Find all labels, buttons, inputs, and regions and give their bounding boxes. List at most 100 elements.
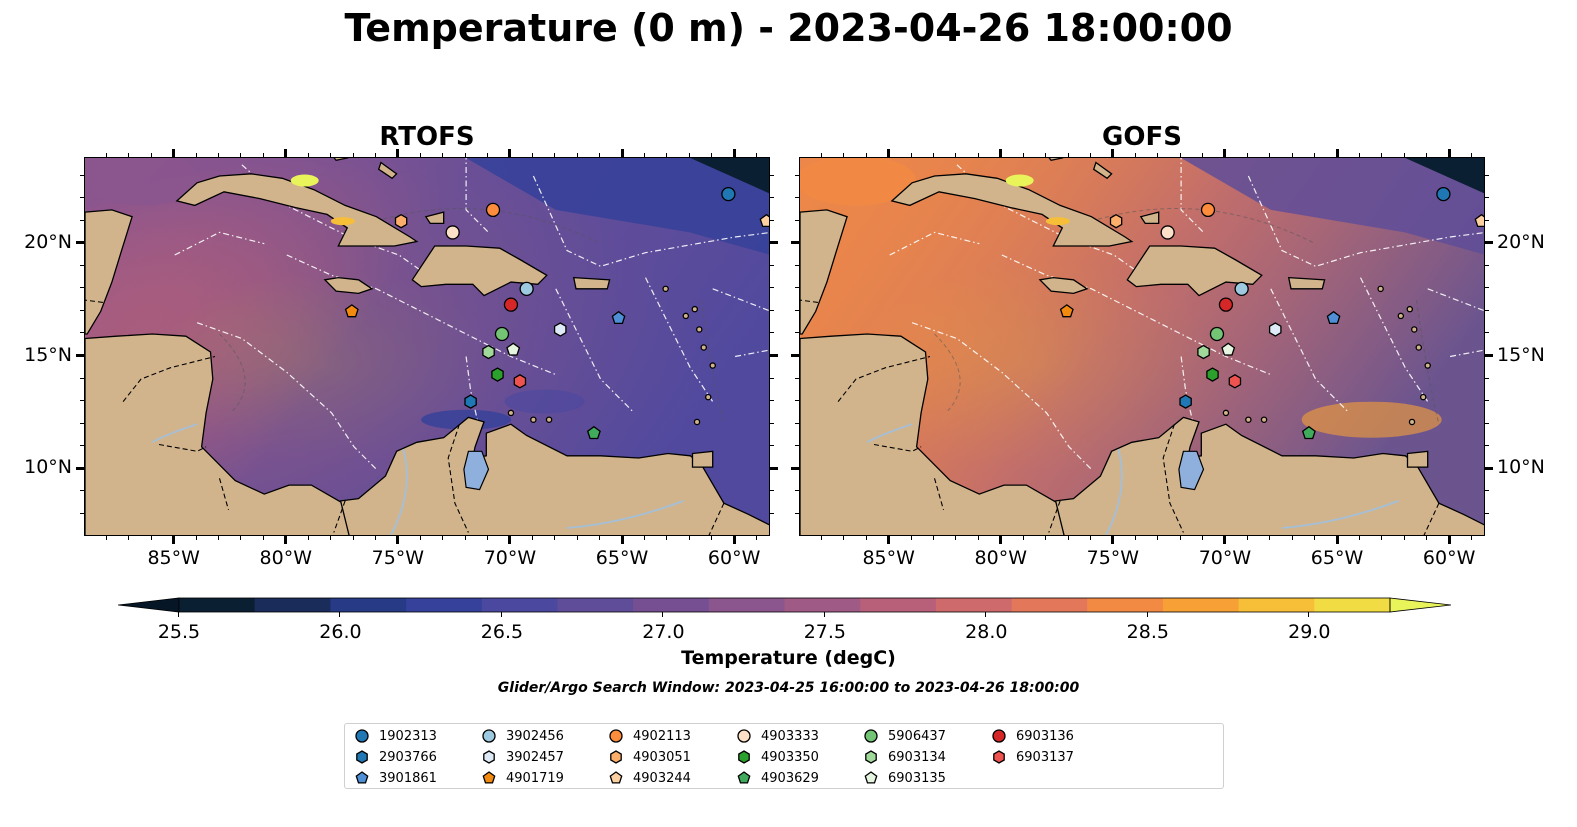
x-tick-mark	[1134, 153, 1136, 157]
x-tick-mark	[1403, 536, 1405, 540]
x-tick-mark	[195, 536, 197, 540]
gofs-float-6903134-marker	[1197, 344, 1210, 360]
x-tick-mark	[599, 153, 601, 157]
y-tick-mark	[80, 174, 84, 176]
pentagon-marker-icon	[864, 771, 878, 784]
colorbar-tick-mark	[339, 612, 341, 617]
x-tick-mark	[1223, 149, 1227, 157]
colorbar-tick-label: 25.5	[157, 621, 201, 643]
y-tick-mark	[80, 197, 84, 199]
gofs-y-tick-label: 15°N	[1497, 343, 1545, 366]
x-tick-mark	[1179, 536, 1181, 540]
legend-marker-4903629	[737, 771, 751, 784]
y-tick-mark	[791, 466, 799, 470]
legend-label: 1902313	[379, 728, 437, 744]
y-tick-mark	[80, 309, 84, 311]
gofs-float-4903333-marker	[1160, 225, 1175, 240]
x-tick-mark	[887, 536, 891, 544]
y-tick-mark	[1485, 174, 1489, 176]
x-tick-mark	[487, 536, 489, 540]
rtofs-y-tick-label: 15°N	[24, 343, 72, 366]
x-tick-mark	[150, 536, 152, 540]
rtofs-float-3901861-marker	[611, 310, 626, 325]
colorbar-tick-label: 28.0	[965, 621, 1008, 643]
y-tick-mark	[770, 400, 774, 402]
x-tick-mark	[1403, 153, 1405, 157]
legend-entry-4901719: 4901719	[480, 768, 564, 788]
gofs-float-4903350-marker	[1206, 367, 1219, 382]
x-tick-mark	[1067, 536, 1069, 540]
colorbar-tick-mark	[823, 612, 825, 617]
x-tick-mark	[1269, 153, 1271, 157]
y-tick-mark	[770, 422, 774, 424]
x-tick-mark	[284, 536, 288, 544]
x-tick-mark	[865, 153, 867, 157]
rtofs-float-1902313-marker	[721, 186, 736, 202]
x-tick-mark	[1179, 153, 1181, 157]
x-tick-mark	[419, 153, 421, 157]
y-tick-mark	[791, 241, 799, 245]
y-tick-mark	[795, 400, 799, 402]
x-tick-mark	[1447, 536, 1451, 544]
x-tick-mark	[1223, 536, 1227, 544]
y-tick-mark	[76, 466, 84, 470]
circle-marker-icon	[482, 729, 496, 743]
y-tick-mark	[80, 445, 84, 447]
x-tick-mark	[554, 536, 556, 540]
x-tick-mark	[1426, 153, 1428, 157]
pentagon-marker-icon	[355, 771, 369, 784]
legend-label: 4903629	[761, 770, 819, 786]
y-tick-mark	[795, 309, 799, 311]
legend-label: 5906437	[888, 728, 946, 744]
y-tick-mark	[770, 287, 774, 289]
pentagon-marker-icon	[609, 771, 623, 784]
gofs-map	[799, 157, 1485, 536]
gofs-float-1902313-marker	[1436, 186, 1451, 202]
y-tick-mark	[795, 264, 799, 266]
x-tick-mark	[1447, 149, 1451, 157]
colorbar-tick-label: 27.5	[803, 621, 847, 643]
x-tick-mark	[955, 153, 957, 157]
x-tick-mark	[711, 153, 713, 157]
x-tick-mark	[442, 536, 444, 540]
colorbar-tick-mark	[1146, 612, 1148, 617]
legend-marker-5906437	[864, 729, 878, 743]
x-tick-mark	[1045, 153, 1047, 157]
x-tick-mark	[576, 153, 578, 157]
y-tick-mark	[770, 512, 774, 514]
legend-label: 4903244	[633, 770, 691, 786]
x-tick-mark	[284, 149, 288, 157]
colorbar-over-arrow	[1389, 597, 1451, 613]
legend-label: 3902457	[506, 749, 564, 765]
colorbar-segment	[1238, 598, 1315, 612]
legend-entry-6903137: 6903137	[990, 747, 1074, 767]
x-tick-mark	[1335, 536, 1339, 544]
hexagon-marker-icon	[865, 750, 877, 764]
y-tick-mark	[770, 309, 774, 311]
x-tick-mark	[442, 153, 444, 157]
x-tick-mark	[396, 149, 400, 157]
legend-label: 4903051	[633, 749, 691, 765]
panel-title-gofs: GOFS	[1102, 122, 1182, 152]
colorbar-tick-label: 26.0	[319, 621, 362, 643]
x-tick-mark	[307, 536, 309, 540]
y-tick-mark	[1485, 264, 1489, 266]
x-tick-mark	[172, 149, 176, 157]
gofs-float-6903137-marker	[1228, 374, 1242, 389]
x-tick-mark	[1314, 536, 1316, 540]
x-tick-mark	[105, 153, 107, 157]
y-tick-mark	[795, 332, 799, 334]
x-tick-mark	[1246, 153, 1248, 157]
rtofs-float-6903134-marker	[482, 344, 495, 360]
figure-title: Temperature (0 m) - 2023-04-26 18:00:00	[344, 6, 1233, 50]
x-tick-mark	[105, 536, 107, 540]
legend-label: 3901861	[379, 770, 437, 786]
rtofs-float-4903244-marker	[759, 213, 769, 228]
gofs-float-6903136-marker	[1218, 297, 1234, 312]
gofs-float-4903051-marker	[1109, 213, 1123, 229]
x-tick-mark	[643, 536, 645, 540]
x-tick-mark	[620, 149, 624, 157]
colorbar-segment	[330, 598, 407, 612]
search-window-note: Glider/Argo Search Window: 2023-04-25 16…	[497, 680, 1080, 696]
x-tick-mark	[262, 153, 264, 157]
